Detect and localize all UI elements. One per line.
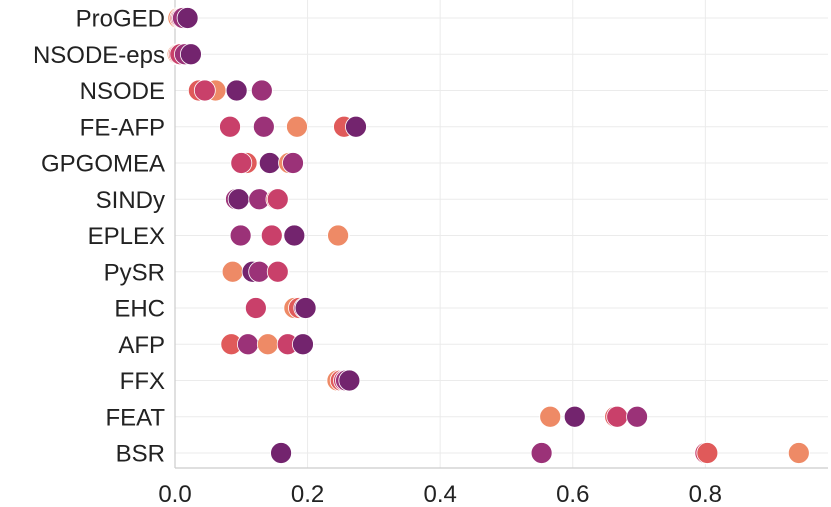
data-point — [696, 442, 719, 464]
x-tick-label: 0.8 — [689, 481, 722, 507]
x-tick-label: 0.6 — [556, 481, 589, 507]
data-point — [221, 260, 244, 283]
data-point — [248, 260, 271, 283]
data-point — [256, 333, 279, 356]
data-point — [266, 260, 289, 283]
data-point — [294, 297, 317, 319]
data-point — [219, 115, 241, 138]
category-label: FE-AFP — [80, 114, 165, 141]
data-point — [539, 405, 562, 428]
data-point — [292, 333, 314, 356]
category-label: NSODE-eps — [33, 42, 165, 69]
category-label: FEAT — [105, 404, 165, 431]
data-point — [286, 115, 308, 138]
axes — [174, 0, 828, 469]
data-point — [282, 152, 304, 174]
data-point — [258, 152, 281, 174]
data-point — [345, 115, 367, 138]
data-point — [180, 43, 202, 66]
data-point — [227, 188, 250, 211]
category-label: FFX — [120, 368, 165, 395]
data-point — [250, 79, 273, 102]
data-point — [237, 333, 259, 356]
data-point — [787, 442, 810, 464]
category-label: NSODE — [80, 78, 165, 105]
data-point — [283, 224, 306, 247]
data-point — [530, 442, 553, 464]
category-label: GPGOMEA — [41, 151, 165, 178]
category-label: SINDy — [96, 187, 165, 214]
data-point — [176, 7, 199, 29]
data-point — [270, 442, 292, 464]
data-point — [338, 369, 361, 392]
data-point — [266, 188, 289, 211]
data-point — [225, 79, 248, 102]
data-point — [563, 405, 586, 428]
x-tick-labels: 0.0 0.2 0.4 0.6 0.8 — [158, 481, 722, 507]
x-tick-label: 0.2 — [291, 481, 324, 507]
x-tick-label: 0.0 — [158, 481, 191, 507]
data-point — [244, 297, 267, 319]
category-label: AFP — [118, 332, 165, 359]
data-point — [230, 152, 253, 174]
category-labels: ProGED NSODE-eps NSODE FE-AFP GPGOMEA SINDy EP… — [33, 6, 165, 468]
data-point — [252, 115, 275, 138]
category-label: EPLEX — [88, 223, 165, 250]
data-point — [229, 224, 252, 247]
data-point — [626, 405, 648, 428]
category-label: PySR — [104, 259, 165, 286]
category-label: EHC — [114, 296, 165, 323]
data-point — [260, 224, 283, 247]
x-tick-label: 0.4 — [423, 481, 456, 507]
data-point — [327, 224, 349, 247]
category-label: BSR — [116, 441, 165, 468]
data-points — [166, 7, 810, 464]
category-label: ProGED — [76, 6, 165, 33]
data-point — [193, 79, 216, 102]
data-point — [606, 405, 629, 428]
